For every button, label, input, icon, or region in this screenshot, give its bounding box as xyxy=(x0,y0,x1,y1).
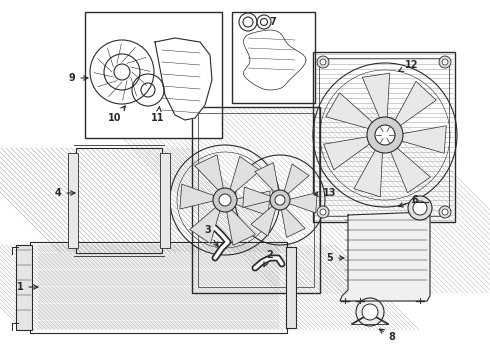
Text: 2: 2 xyxy=(264,250,273,266)
Polygon shape xyxy=(251,204,276,236)
Circle shape xyxy=(367,117,403,153)
Polygon shape xyxy=(362,73,390,125)
Text: 11: 11 xyxy=(151,107,165,123)
Circle shape xyxy=(317,56,329,68)
Bar xyxy=(313,52,455,222)
Polygon shape xyxy=(232,191,270,216)
Circle shape xyxy=(320,209,326,215)
Polygon shape xyxy=(195,155,224,193)
Circle shape xyxy=(356,298,384,326)
Polygon shape xyxy=(255,163,279,194)
Polygon shape xyxy=(391,81,436,130)
Bar xyxy=(286,247,296,328)
Polygon shape xyxy=(281,206,305,238)
Bar xyxy=(192,107,320,293)
Circle shape xyxy=(362,304,378,320)
Circle shape xyxy=(270,190,290,210)
Circle shape xyxy=(213,188,237,212)
Text: 1: 1 xyxy=(17,282,38,292)
Polygon shape xyxy=(354,143,383,197)
Polygon shape xyxy=(324,135,376,170)
Text: 4: 4 xyxy=(54,188,75,198)
Text: 9: 9 xyxy=(69,73,88,83)
Polygon shape xyxy=(229,156,260,195)
Text: 6: 6 xyxy=(399,195,418,207)
Circle shape xyxy=(114,64,130,80)
Text: 3: 3 xyxy=(205,225,218,247)
Circle shape xyxy=(317,206,329,218)
Circle shape xyxy=(275,195,285,205)
Bar xyxy=(68,153,78,248)
Polygon shape xyxy=(287,193,317,213)
Bar xyxy=(76,148,162,253)
Circle shape xyxy=(413,201,427,215)
Bar xyxy=(85,12,222,138)
Circle shape xyxy=(408,196,432,220)
Text: 13: 13 xyxy=(314,188,337,198)
Polygon shape xyxy=(340,212,430,301)
Polygon shape xyxy=(326,93,378,131)
Text: 10: 10 xyxy=(108,106,125,123)
Polygon shape xyxy=(284,164,309,196)
Polygon shape xyxy=(244,30,306,90)
Circle shape xyxy=(320,59,326,65)
Polygon shape xyxy=(226,207,255,245)
Polygon shape xyxy=(190,205,221,244)
Polygon shape xyxy=(394,126,446,153)
Circle shape xyxy=(442,59,448,65)
Bar xyxy=(319,58,449,216)
Circle shape xyxy=(442,209,448,215)
Bar xyxy=(198,113,314,287)
Circle shape xyxy=(219,194,231,206)
Polygon shape xyxy=(155,38,212,120)
Bar xyxy=(16,245,32,330)
Circle shape xyxy=(439,206,451,218)
Polygon shape xyxy=(180,184,218,209)
Text: 5: 5 xyxy=(327,253,344,263)
Polygon shape xyxy=(243,187,273,208)
Bar xyxy=(232,12,315,103)
Bar xyxy=(160,153,170,248)
Polygon shape xyxy=(388,143,431,193)
Circle shape xyxy=(375,125,395,145)
Bar xyxy=(30,242,287,333)
Text: 12: 12 xyxy=(399,60,419,71)
Text: 8: 8 xyxy=(379,329,395,342)
Circle shape xyxy=(439,56,451,68)
Text: 7: 7 xyxy=(270,17,276,27)
